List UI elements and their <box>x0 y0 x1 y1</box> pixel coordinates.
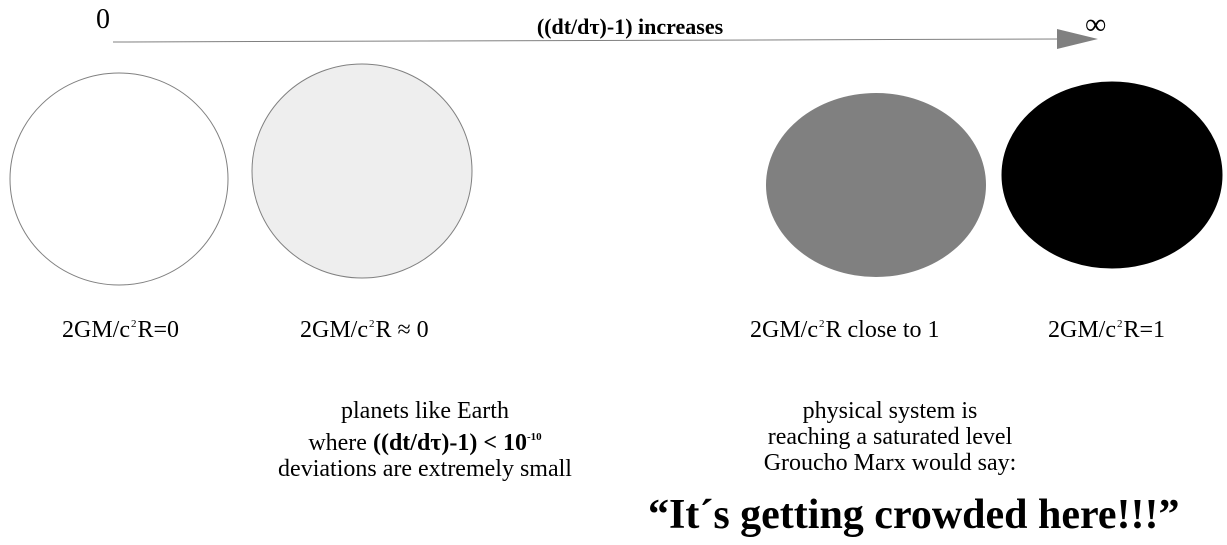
white-circle <box>9 72 229 286</box>
earth-note-line1: planets like Earth <box>341 398 509 424</box>
progression-arrow-head <box>1057 29 1098 49</box>
saturation-note-line1: physical system is <box>802 398 978 424</box>
saturation-note-line3: Groucho Marx would say: <box>763 450 1017 476</box>
axis-start-label: 0 <box>96 4 110 35</box>
light-gray-circle <box>251 63 473 279</box>
progression-arrow-line <box>112 38 1063 43</box>
formula-label-zero: 2GM/c2R=0 <box>62 317 180 343</box>
arrow-label: ((dt/dτ)-1) increases <box>536 14 724 39</box>
earth-note-line2: where ((dt/dτ)-1) < 10-10 <box>308 430 542 456</box>
saturation-note: physical system is reaching a saturated … <box>700 398 1080 476</box>
earth-note-line3: deviations are extremely small <box>278 456 572 482</box>
formula-label-approx-zero: 2GM/c2R ≈ 0 <box>300 317 429 343</box>
earth-note: planets like Earth where ((dt/dτ)-1) < 1… <box>210 398 640 482</box>
black-circle <box>1001 81 1223 269</box>
gray-circle <box>766 93 986 277</box>
formula-label-one: 2GM/c2R=1 <box>1048 317 1166 343</box>
formula-label-close-to-one: 2GM/c2R close to 1 <box>750 317 940 343</box>
axis-end-label: ∞ <box>1085 8 1107 41</box>
saturation-note-line2: reaching a saturated level <box>767 424 1013 450</box>
groucho-quote: “It´s getting crowded here!!!” <box>648 492 1180 538</box>
